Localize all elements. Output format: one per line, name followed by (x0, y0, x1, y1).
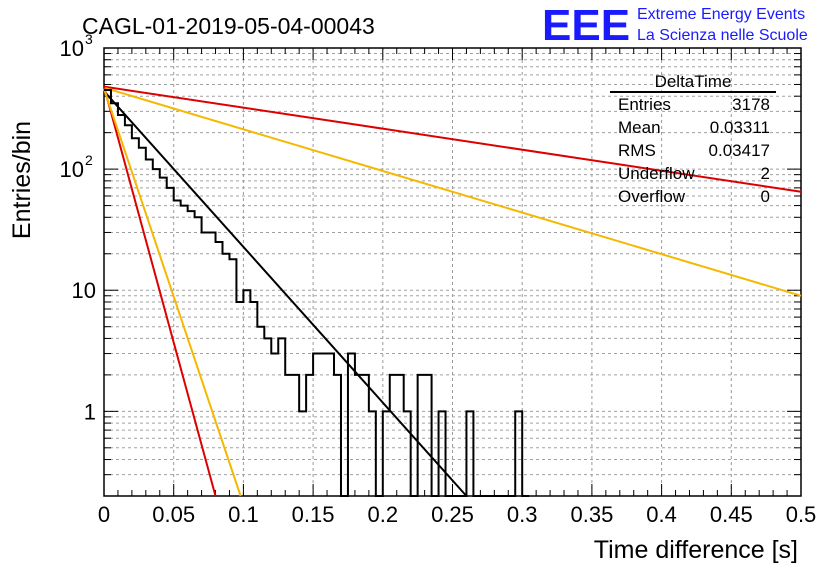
x-axis-title: Time difference [s] (594, 536, 798, 564)
x-tick-label: 0.3 (507, 502, 538, 527)
logo-line-1: Extreme Energy Events (637, 6, 805, 23)
x-tick-label: 0.45 (710, 502, 753, 527)
y-tick-label-exponent: 3 (85, 31, 93, 47)
stats-label-rms: RMS (618, 141, 656, 160)
y-tick-label-exponent: 2 (85, 152, 93, 168)
fit-lines (103, 85, 802, 497)
x-tick-label: 0.05 (152, 502, 195, 527)
axis-ticks (103, 48, 802, 497)
stats-value-underflow: 2 (761, 164, 770, 183)
fit-line (103, 86, 217, 497)
stats-label-entries: Entries (618, 95, 671, 114)
stats-value-overflow: 0 (761, 187, 770, 206)
fit-line (103, 85, 802, 193)
stats-value-entries: 3178 (732, 95, 770, 114)
stats-title: DeltaTime (655, 72, 732, 91)
x-tick-label: 0 (98, 502, 110, 527)
chart-title: CAGL-01-2019-05-04-00043 (82, 13, 375, 39)
x-tick-label: 0.35 (570, 502, 613, 527)
tick-labels: 0 0.05 0.1 0.15 0.2 0.25 0.3 0.35 0.4 0.45 0.5 1 10 1… (60, 31, 817, 527)
stats-value-rms: 0.03417 (709, 141, 770, 160)
fit-line (103, 88, 242, 497)
x-tick-label: 0.15 (292, 502, 335, 527)
fit-line (103, 90, 468, 497)
histogram (104, 89, 530, 497)
stats-value-mean: 0.03311 (710, 118, 770, 137)
logo-letters: EEE (542, 1, 630, 50)
stats-label-mean: Mean (618, 118, 661, 137)
eee-logo: EEE Extreme Energy Events La Scienza nel… (542, 1, 808, 50)
x-tick-label: 0.25 (431, 502, 474, 527)
y-tick-label: 10 (60, 36, 84, 61)
y-tick-label: 10 (60, 157, 84, 182)
x-tick-label: 0.4 (646, 502, 677, 527)
logo-line-2: La Scienza nelle Scuole (637, 27, 808, 44)
stats-box: DeltaTime Entries 3178 Mean 0.03311 RMS … (610, 72, 776, 206)
x-tick-label: 0.5 (786, 502, 817, 527)
y-axis-title: Entries/bin (8, 121, 36, 239)
histogram-outline (104, 89, 530, 497)
x-tick-label: 0.1 (228, 502, 259, 527)
grid (104, 48, 801, 496)
stats-label-underflow: Underflow (618, 164, 695, 183)
stats-label-overflow: Overflow (618, 187, 686, 206)
fit-line (103, 86, 802, 297)
x-tick-label: 0.2 (368, 502, 399, 527)
y-tick-label: 10 (72, 278, 96, 303)
y-tick-label: 1 (84, 399, 96, 424)
